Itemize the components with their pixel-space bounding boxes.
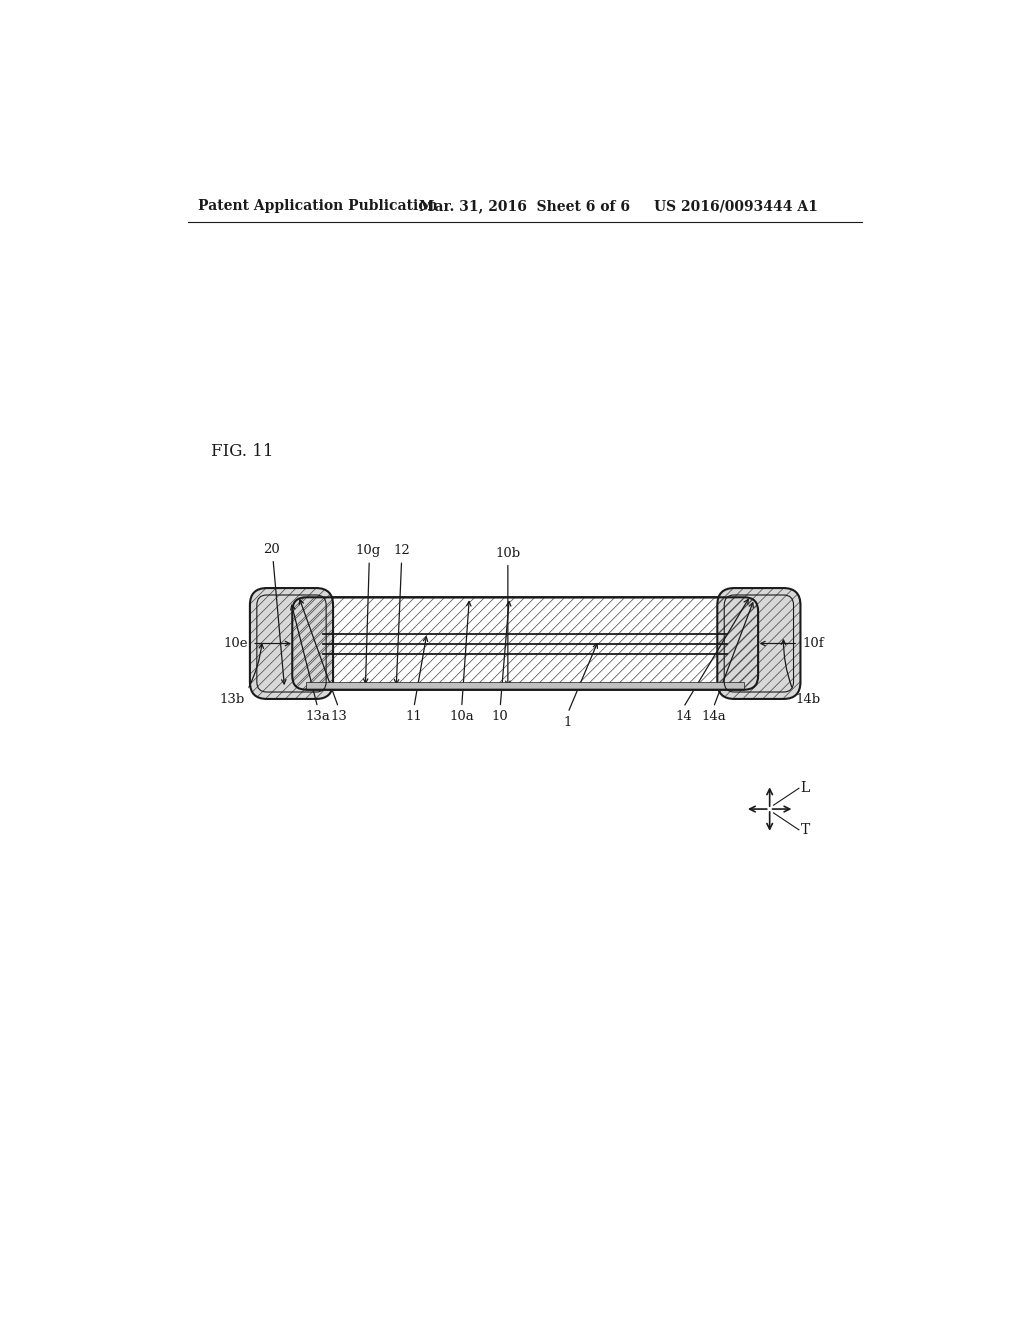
FancyBboxPatch shape — [717, 589, 801, 700]
Text: FIG. 11: FIG. 11 — [211, 442, 273, 459]
Text: 10e: 10e — [224, 638, 249, 649]
Text: 14a: 14a — [701, 710, 726, 723]
Text: T: T — [801, 822, 810, 837]
Bar — [306, 682, 744, 689]
Text: 13b: 13b — [219, 693, 245, 706]
Text: 10: 10 — [492, 710, 509, 723]
Text: 14: 14 — [675, 710, 692, 723]
Text: Mar. 31, 2016  Sheet 6 of 6: Mar. 31, 2016 Sheet 6 of 6 — [419, 199, 631, 213]
Text: 20: 20 — [263, 543, 280, 556]
Text: 14b: 14b — [795, 693, 820, 706]
Text: 13a: 13a — [305, 710, 330, 723]
Text: 10f: 10f — [802, 638, 823, 649]
Text: 10a: 10a — [450, 710, 474, 723]
Text: 13: 13 — [330, 710, 347, 723]
Text: L: L — [801, 781, 810, 795]
FancyBboxPatch shape — [292, 598, 758, 689]
Text: 1: 1 — [564, 715, 572, 729]
Text: 10b: 10b — [496, 546, 520, 560]
Text: US 2016/0093444 A1: US 2016/0093444 A1 — [654, 199, 818, 213]
Text: 10g: 10g — [355, 544, 380, 557]
Text: 12: 12 — [393, 544, 410, 557]
FancyBboxPatch shape — [250, 589, 333, 700]
Text: 11: 11 — [406, 710, 422, 723]
Text: Patent Application Publication: Patent Application Publication — [199, 199, 438, 213]
